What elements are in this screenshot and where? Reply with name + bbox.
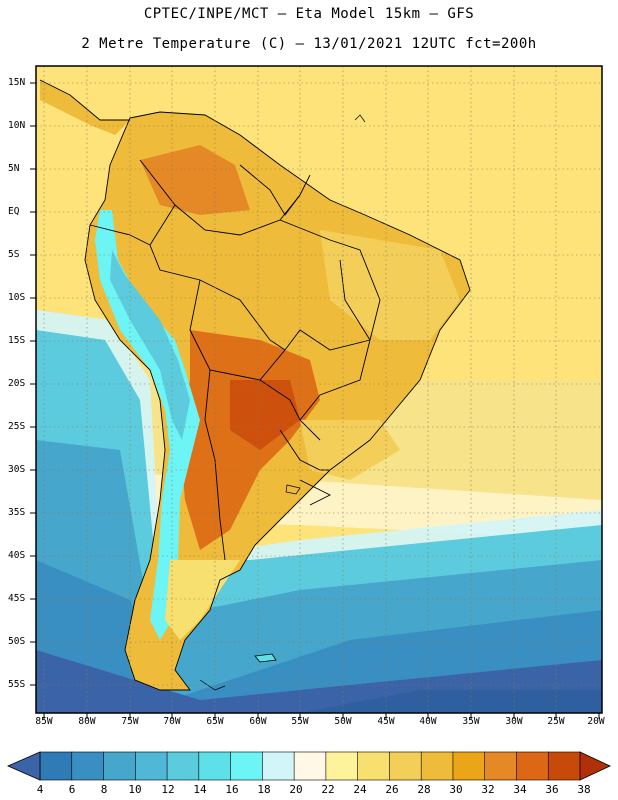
color-scale-cell: [262, 751, 295, 781]
color-scale-cell: [389, 751, 422, 781]
color-scale-tick: 4: [36, 783, 44, 796]
lon-label: 70W: [163, 716, 181, 727]
color-scale-cell: [516, 751, 550, 781]
lon-label: 60W: [249, 716, 267, 727]
color-scale-tick: 34: [513, 783, 527, 796]
color-scale-cell: [547, 751, 581, 781]
map-frame: [35, 65, 603, 714]
color-scale-cell: [420, 751, 454, 781]
coast-details: [199, 114, 366, 691]
lon-label: 20W: [587, 716, 605, 727]
color-scale-tick: 26: [385, 783, 399, 796]
color-scale-tick: 16: [225, 783, 239, 796]
color-scale-low-arrow: [7, 751, 41, 781]
color-scale-tick: 28: [417, 783, 431, 796]
color-scale-tick: 20: [289, 783, 303, 796]
lat-label: 10S: [8, 292, 26, 303]
color-scale-cell: [452, 751, 486, 781]
color-scale-cell: [230, 751, 264, 781]
lat-label: 55S: [8, 679, 26, 690]
lon-label: 75W: [121, 716, 139, 727]
color-scale-cell: [39, 751, 73, 781]
lat-label: 15S: [8, 335, 26, 346]
color-scale-cell: [71, 751, 105, 781]
color-scale-cell: [134, 751, 168, 781]
axis-ticks: [30, 82, 600, 719]
andes-cold: [95, 210, 200, 640]
lon-label: 30W: [505, 716, 523, 727]
lat-label: 40S: [8, 550, 26, 561]
warm-region-east: [320, 230, 460, 340]
warm-region-southeast: [300, 420, 400, 480]
color-scale-tick: 12: [161, 783, 175, 796]
lat-label: 5S: [8, 249, 20, 260]
andes-core: [110, 250, 190, 440]
lat-label: 30S: [8, 464, 26, 475]
lat-label: 15N: [8, 77, 26, 88]
lon-label: 45W: [377, 716, 395, 727]
color-scale-cell: [293, 751, 327, 781]
hot-region-north: [140, 145, 250, 215]
lon-label: 85W: [35, 716, 53, 727]
color-scale-tick: 38: [577, 783, 591, 796]
color-scale-tick: 8: [100, 783, 108, 796]
lon-label: 25W: [547, 716, 565, 727]
color-scale-cell: [357, 751, 391, 781]
lon-label: 55W: [291, 716, 309, 727]
color-scale-tick: 30: [449, 783, 463, 796]
title-line-1: CPTEC/INPE/MCT – Eta Model 15km – GFS: [143, 6, 475, 22]
lat-label: 35S: [8, 507, 26, 518]
color-scale-cell: [103, 751, 137, 781]
color-scale-tick: 32: [481, 783, 495, 796]
lon-label: 35W: [462, 716, 480, 727]
lat-label: EQ: [8, 206, 20, 217]
color-scale-tick: 6: [68, 783, 76, 796]
color-scale-tick: 24: [353, 783, 367, 796]
color-scale-cell: [198, 751, 232, 781]
color-scale-cell: [325, 751, 359, 781]
lat-label: 50S: [8, 636, 26, 647]
color-scale-tick: 10: [128, 783, 142, 796]
hot-region-core: [230, 380, 300, 450]
color-scale-tick: 36: [545, 783, 559, 796]
color-scale-tick: 18: [257, 783, 271, 796]
color-scale-cell: [166, 751, 200, 781]
title-line-2: 2 Metre Temperature (C) – 13/01/2021 12U…: [81, 36, 537, 52]
color-scale-tick: 22: [321, 783, 335, 796]
lat-label: 10N: [8, 120, 26, 131]
lat-label: 25S: [8, 421, 26, 432]
patagonia-mild: [165, 560, 240, 640]
color-scale-high-arrow: [579, 751, 611, 781]
ocean-south-deepest: [300, 690, 602, 713]
lat-label: 5N: [8, 163, 20, 174]
lat-label: 45S: [8, 593, 26, 604]
lat-label: 20S: [8, 378, 26, 389]
lon-label: 80W: [78, 716, 96, 727]
country-borders: [39, 79, 471, 691]
falkland-islands: [254, 653, 277, 663]
lon-label: 40W: [419, 716, 437, 727]
color-scale-tick: 14: [193, 783, 207, 796]
lon-label: 50W: [334, 716, 352, 727]
lon-label: 65W: [206, 716, 224, 727]
color-scale-cell: [484, 751, 518, 781]
